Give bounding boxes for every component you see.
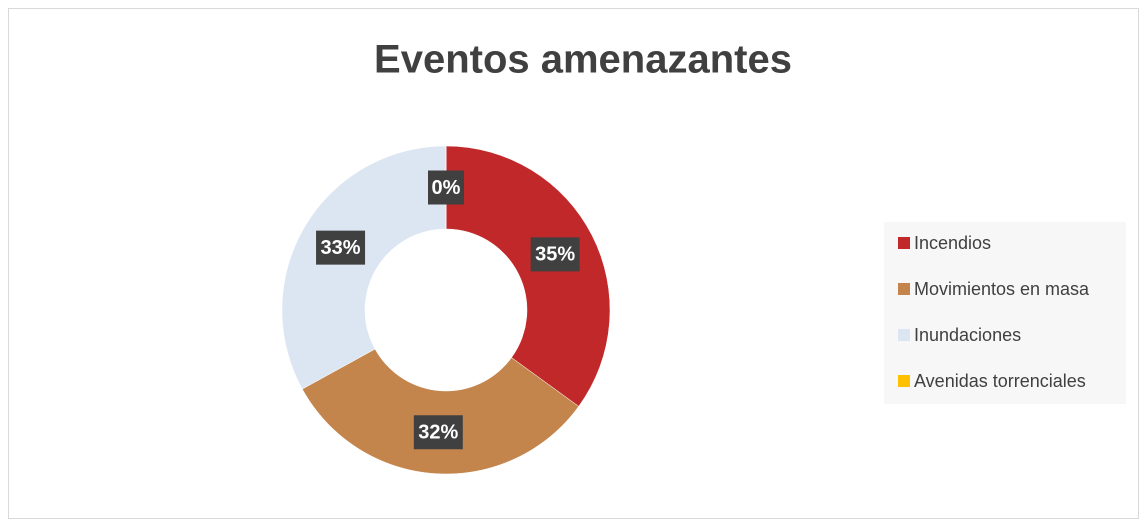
legend-swatch xyxy=(898,283,910,295)
chart-title: Eventos amenazantes xyxy=(374,38,792,82)
data-label: 0% xyxy=(432,177,461,199)
data-label-box xyxy=(316,230,366,265)
legend-label: Movimientos en masa xyxy=(914,279,1090,299)
donut-slice xyxy=(301,348,580,475)
data-label-box xyxy=(413,415,463,450)
donut-slice xyxy=(445,145,611,407)
legend-swatch xyxy=(898,237,910,249)
data-label-box xyxy=(428,170,464,205)
legend-label: Inundaciones xyxy=(914,325,1021,345)
legend-label: Avenidas torrenciales xyxy=(914,371,1086,391)
legend-swatch xyxy=(898,329,910,341)
data-label: 33% xyxy=(321,237,361,259)
donut-slice xyxy=(281,145,447,390)
legend-box xyxy=(884,222,1126,404)
data-label-box xyxy=(530,237,580,272)
legend-label: Incendios xyxy=(914,233,991,253)
legend-swatch xyxy=(898,375,910,387)
data-label: 32% xyxy=(418,422,458,444)
data-label: 35% xyxy=(535,244,575,266)
